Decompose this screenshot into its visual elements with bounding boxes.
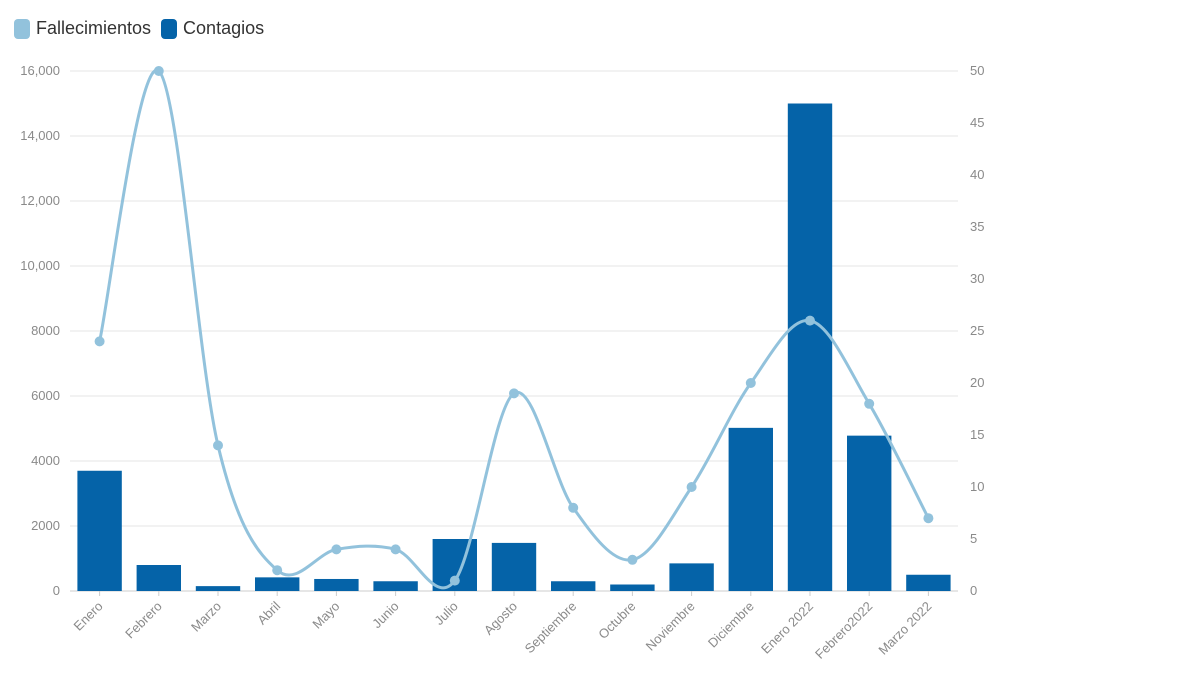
point-fallecimientos-mayo xyxy=(331,544,342,555)
y-right-tick-label: 5 xyxy=(970,531,977,546)
point-fallecimientos-septiembre xyxy=(568,502,579,513)
y-right-tick-label: 30 xyxy=(970,271,984,286)
y-left-tick-label: 14,000 xyxy=(20,128,60,143)
x-tick-label: Junio xyxy=(369,599,402,632)
point-fallecimientos-julio xyxy=(449,575,460,586)
bar-contagios-mayo xyxy=(314,578,359,591)
point-fallecimientos-octubre xyxy=(627,554,638,565)
point-fallecimientos-diciembre xyxy=(745,378,756,388)
x-tick-label: Febrero2022 xyxy=(812,599,875,662)
y-left-tick-label: 0 xyxy=(53,583,60,598)
bar-contagios-febrero xyxy=(136,565,181,591)
point-fallecimientos-febrero xyxy=(153,66,164,76)
x-tick-label: Diciembre xyxy=(705,599,757,651)
y-right-tick-label: 35 xyxy=(970,219,984,234)
x-tick-label: Octubre xyxy=(595,599,638,642)
legend-swatch-fallecimientos xyxy=(14,18,30,39)
chart-legend: Fallecimientos Contagios xyxy=(14,18,264,39)
point-fallecimientos-febrero2022 xyxy=(864,398,875,409)
legend-swatch-contagios xyxy=(161,18,178,39)
bar-contagios-abril xyxy=(255,577,300,591)
point-fallecimientos-abril xyxy=(272,565,283,576)
point-fallecimientos-enero-2022 xyxy=(805,315,815,326)
bar-contagios-agosto xyxy=(491,542,537,591)
y-right-tick-label: 45 xyxy=(970,115,984,130)
y-right-tick-label: 40 xyxy=(970,167,984,182)
y-right-tick-label: 50 xyxy=(970,63,984,78)
bar-contagios-noviembre xyxy=(669,563,714,591)
x-tick-label: Abril xyxy=(254,598,283,627)
y-left-tick-label: 8000 xyxy=(31,323,60,338)
bar-contagios-enero-2022 xyxy=(787,103,833,591)
bar-contagios-febrero2022 xyxy=(847,435,892,591)
x-tick-label: Agosto xyxy=(481,599,520,638)
y-right-tick-label: 25 xyxy=(970,323,984,338)
point-fallecimientos-noviembre xyxy=(686,482,697,492)
x-tick-label: Mayo xyxy=(309,599,342,632)
x-tick-label: Febrero xyxy=(122,599,165,642)
y-left-tick-label: 12,000 xyxy=(20,193,60,208)
line-fallecimientos xyxy=(98,68,930,590)
bar-contagios-junio xyxy=(373,581,418,591)
bar-contagios-marzo-2022 xyxy=(906,574,951,591)
bar-contagios-marzo xyxy=(195,586,241,591)
bar-contagios-diciembre xyxy=(728,427,773,591)
bar-contagios-enero xyxy=(77,470,122,591)
y-right-tick-label: 20 xyxy=(970,375,984,390)
legend-label-contagios: Contagios xyxy=(183,18,265,38)
y-right-tick-label: 0 xyxy=(970,583,977,598)
legend-label-fallecimientos: Fallecimientos xyxy=(36,18,152,38)
bar-contagios-octubre xyxy=(610,584,655,591)
x-tick-label: Marzo xyxy=(188,599,224,635)
x-tick-label: Noviembre xyxy=(643,599,698,654)
point-fallecimientos-junio xyxy=(390,544,401,555)
y-right-tick-label: 10 xyxy=(970,479,984,494)
y-left-tick-label: 16,000 xyxy=(20,63,60,78)
point-fallecimientos-enero xyxy=(94,336,105,347)
y-right-tick-label: 15 xyxy=(970,427,984,442)
legend-item-contagios[interactable]: Contagios xyxy=(161,18,264,39)
x-tick-label: Enero xyxy=(71,599,106,634)
legend-item-fallecimientos[interactable]: Fallecimientos xyxy=(14,18,151,39)
x-tick-label: Julio xyxy=(431,599,461,629)
y-left-tick-label: 2000 xyxy=(31,518,60,533)
x-tick-label: Enero 2022 xyxy=(758,599,816,657)
x-tick-label: Septiembre xyxy=(522,599,580,657)
point-fallecimientos-agosto xyxy=(509,388,519,399)
y-left-tick-label: 6000 xyxy=(31,388,60,403)
point-fallecimientos-marzo xyxy=(213,440,223,451)
x-tick-label: Marzo 2022 xyxy=(875,599,934,658)
point-fallecimientos-marzo-2022 xyxy=(923,513,934,524)
bar-contagios-septiembre xyxy=(551,581,596,591)
y-left-tick-label: 10,000 xyxy=(20,258,60,273)
y-left-tick-label: 4000 xyxy=(31,453,60,468)
